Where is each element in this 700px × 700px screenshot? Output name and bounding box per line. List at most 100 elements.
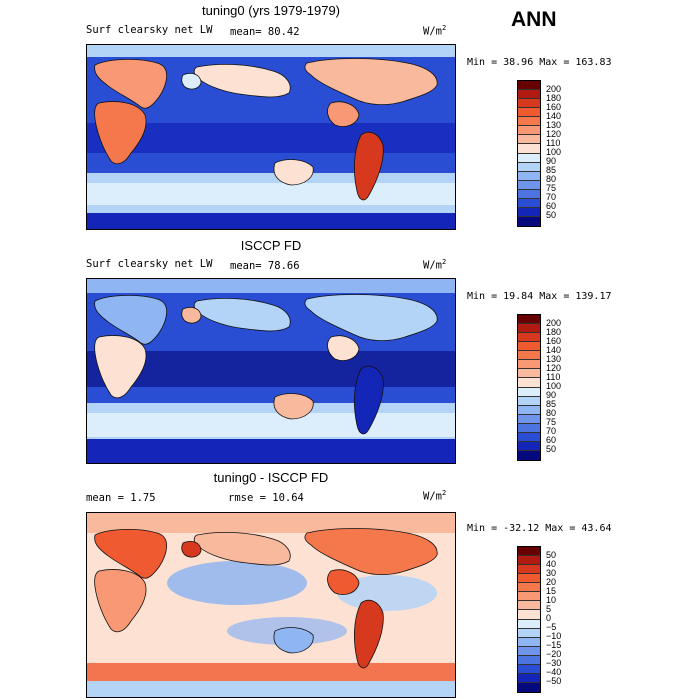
arctic-band bbox=[87, 279, 455, 293]
colorbar-tick-label: 120 bbox=[546, 128, 562, 139]
colorbar-swatch bbox=[518, 144, 540, 154]
colorbar-swatch bbox=[518, 351, 540, 361]
colorbar-swatch bbox=[518, 387, 540, 397]
colorbar-swatch bbox=[518, 153, 540, 163]
colorbar-swatch bbox=[518, 189, 540, 199]
panel-1-map bbox=[86, 44, 456, 230]
colorbar-swatch bbox=[518, 655, 540, 665]
colorbar-tick-label: 15 bbox=[546, 585, 557, 596]
panel-3-mean: mean = 1.75 bbox=[86, 492, 156, 504]
panel-1-units: W/m2 bbox=[423, 24, 447, 38]
colorbar-swatch bbox=[518, 117, 540, 127]
colorbar-swatch bbox=[518, 216, 540, 226]
colorbar-swatch bbox=[518, 360, 540, 370]
colorbar-tick-label: 110 bbox=[546, 137, 561, 148]
panel-1-title: tuning0 (yrs 1979-1979) bbox=[201, 3, 341, 18]
colorbar-tick-label: 100 bbox=[546, 381, 562, 391]
panel-1-colorbar bbox=[517, 80, 541, 227]
colorbar-swatch bbox=[518, 583, 540, 593]
panel-1-minmax: Min = 38.96 Max = 163.83 bbox=[467, 57, 612, 68]
panel-2-field-label: Surf clearsky net LW bbox=[86, 258, 213, 270]
colorbar-tick-label: 180 bbox=[546, 92, 562, 103]
colorbar-swatch bbox=[518, 610, 540, 620]
panel-2-minmax: Min = 19.84 Max = 139.17 bbox=[467, 291, 612, 302]
panel-1-map-svg bbox=[87, 45, 455, 229]
panel-3-units: W/m2 bbox=[423, 489, 447, 503]
colorbar-tick-label: 10 bbox=[546, 594, 557, 605]
colorbar-tick-label: 90 bbox=[546, 390, 557, 401]
colorbar-tick-label: 110 bbox=[546, 371, 561, 382]
colorbar-tick-label: 120 bbox=[546, 362, 562, 373]
colorbar-tick-label: 85 bbox=[546, 399, 557, 410]
panel-3-rmse: rmse = 10.64 bbox=[228, 492, 304, 504]
colorbar-tick-label: 140 bbox=[546, 344, 562, 355]
continents bbox=[94, 294, 438, 435]
colorbar-swatch bbox=[518, 574, 540, 584]
panel-3-colorbar bbox=[517, 546, 541, 693]
colorbar-swatch bbox=[518, 81, 540, 91]
colorbar-swatch bbox=[518, 90, 540, 100]
panel-3-title: tuning0 - ISCCP FD bbox=[213, 470, 329, 485]
season-label: ANN bbox=[511, 8, 557, 31]
colorbar-swatch bbox=[518, 126, 540, 136]
colorbar-tick-label: −50 bbox=[546, 676, 562, 687]
colorbar-swatch bbox=[518, 162, 540, 172]
colorbar-swatch bbox=[518, 450, 540, 460]
colorbar-swatch bbox=[518, 414, 540, 424]
colorbar-swatch bbox=[518, 628, 540, 638]
panel-1-field-label: Surf clearsky net LW bbox=[86, 24, 213, 36]
antarctic-band bbox=[87, 439, 455, 463]
colorbar-swatch bbox=[518, 646, 540, 656]
colorbar-swatch bbox=[518, 198, 540, 208]
colorbar-tick-label: 30 bbox=[546, 567, 557, 578]
colorbar-tick-label: 160 bbox=[546, 101, 562, 112]
colorbar-tick-label: 140 bbox=[546, 110, 562, 121]
colorbar-swatch bbox=[518, 637, 540, 647]
panel-3-map-svg bbox=[87, 513, 455, 697]
colorbar-tick-label: −10 bbox=[546, 631, 562, 642]
colorbar-tick-label: 50 bbox=[546, 444, 557, 455]
colorbar-tick-label: 5 bbox=[546, 603, 552, 614]
arctic-band bbox=[87, 45, 455, 57]
colorbar-swatch bbox=[518, 135, 540, 145]
colorbar-swatch bbox=[518, 423, 540, 433]
colorbar-tick-label: 160 bbox=[546, 335, 562, 346]
colorbar-tick-label: 0 bbox=[546, 613, 552, 623]
panel-1-mean: mean= 80.42 bbox=[230, 26, 300, 38]
panel-2-colorbar bbox=[517, 314, 541, 461]
colorbar-swatch bbox=[518, 396, 540, 406]
panel-3-map bbox=[86, 512, 456, 698]
colorbar-swatch bbox=[518, 171, 540, 181]
colorbar-swatch bbox=[518, 682, 540, 692]
colorbar-tick-label: −5 bbox=[546, 622, 557, 633]
colorbar-tick-label: 85 bbox=[546, 165, 557, 176]
colorbar-tick-label: 75 bbox=[546, 183, 557, 194]
colorbar-swatch bbox=[518, 556, 540, 566]
colorbar-swatch bbox=[518, 619, 540, 629]
colorbar-swatch bbox=[518, 378, 540, 388]
panel-2-title: ISCCP FD bbox=[240, 238, 302, 253]
colorbar-tick-label: 200 bbox=[546, 317, 562, 328]
panel-3-minmax: Min = -32.12 Max = 43.64 bbox=[467, 523, 612, 534]
colorbar-tick-label: −30 bbox=[546, 658, 562, 669]
antarctic-band bbox=[87, 213, 455, 229]
colorbar-tick-label: 80 bbox=[546, 408, 557, 419]
colorbar-swatch bbox=[518, 673, 540, 683]
colorbar-swatch bbox=[518, 324, 540, 334]
colorbar-tick-label: 60 bbox=[546, 201, 557, 212]
colorbar-swatch bbox=[518, 369, 540, 379]
panel-2-mean: mean= 78.66 bbox=[230, 260, 300, 272]
colorbar-swatch bbox=[518, 664, 540, 674]
colorbar-swatch bbox=[518, 315, 540, 325]
colorbar-tick-label: 50 bbox=[546, 210, 557, 221]
colorbar-tick-label: 180 bbox=[546, 326, 562, 337]
continents bbox=[94, 528, 438, 669]
colorbar-tick-label: 130 bbox=[546, 353, 562, 364]
colorbar-swatch bbox=[518, 180, 540, 190]
colorbar-tick-label: 90 bbox=[546, 156, 557, 167]
colorbar-swatch bbox=[518, 565, 540, 575]
continents bbox=[94, 58, 438, 201]
colorbar-swatch bbox=[518, 601, 540, 611]
colorbar-tick-label: 40 bbox=[546, 558, 557, 569]
colorbar-swatch bbox=[518, 108, 540, 118]
